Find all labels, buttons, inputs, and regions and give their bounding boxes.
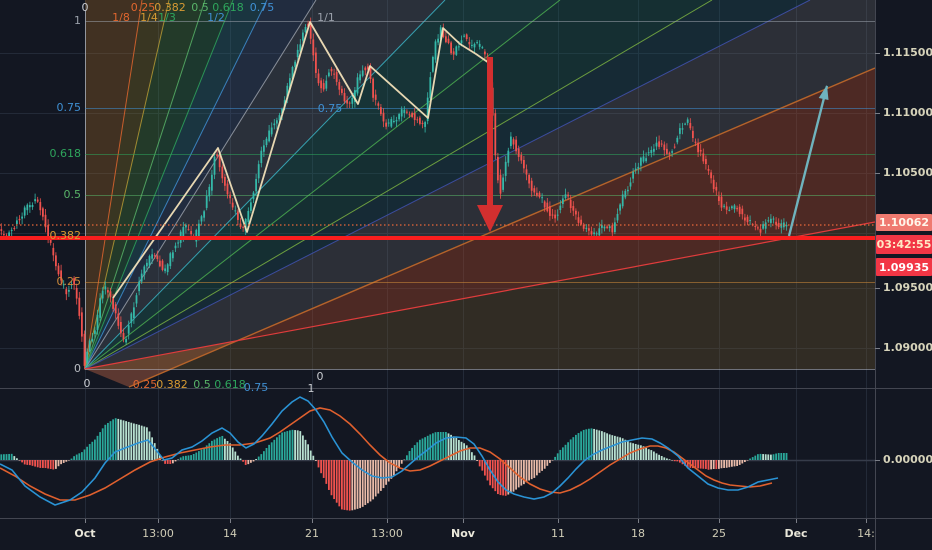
time-axis-label: 13:00 [371, 527, 403, 540]
fib-fan-zones [85, 0, 875, 387]
time-axis[interactable]: Oct 13:00 14 21 13:00 Nov 11 18 25 Dec 14: [0, 519, 876, 550]
macd-histogram [0, 418, 788, 511]
price-axis[interactable]: 1.10062 03:42:55 1.09935 1.11500 1.11000 1… [876, 0, 932, 550]
candlestick-series[interactable] [0, 17, 788, 370]
time-axis-label: Nov [451, 527, 475, 540]
price-axis-label: 1.09000 [883, 341, 932, 354]
alert-price-badge[interactable]: 1.09935 [876, 258, 932, 276]
price-axis-label: 1.11000 [883, 106, 932, 119]
macd-zero-label: 0.00000 [883, 453, 932, 466]
time-axis-label: 14 [223, 527, 237, 540]
time-axis-label: 25 [712, 527, 726, 540]
sell-arrow[interactable] [477, 57, 503, 232]
time-axis-label: 21 [305, 527, 319, 540]
bar-countdown-badge: 03:42:55 [876, 235, 932, 254]
price-axis-label: 1.09500 [883, 281, 932, 294]
macd-lines [0, 396, 779, 506]
time-axis-label: Oct [74, 527, 96, 540]
time-axis-label: 13:00 [142, 527, 174, 540]
time-axis-label: Dec [784, 527, 808, 540]
price-axis-label: 1.11500 [883, 46, 932, 59]
gridlines [0, 0, 875, 518]
buy-arrow[interactable] [787, 85, 829, 237]
time-axis-label: 14: [857, 527, 875, 540]
price-axis-label: 1.10500 [883, 166, 932, 179]
time-axis-label: 18 [631, 527, 645, 540]
time-axis-label: 11 [551, 527, 565, 540]
trend-zigzag-line[interactable] [112, 21, 490, 299]
current-price-badge[interactable]: 1.10062 [876, 214, 932, 231]
